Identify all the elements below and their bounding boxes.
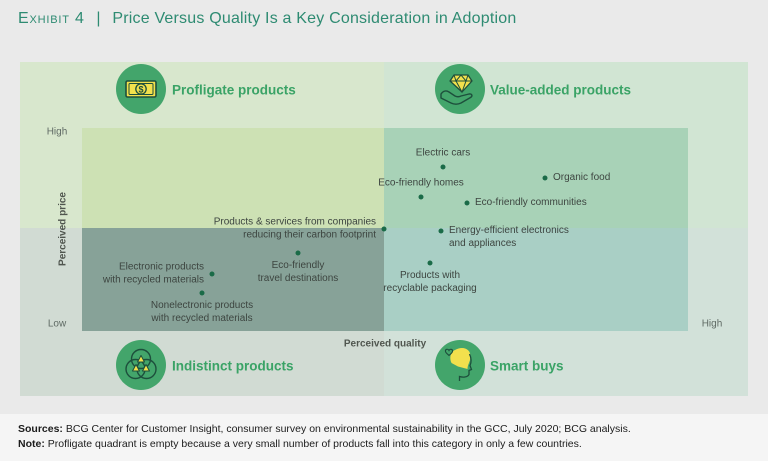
data-point-dot	[440, 164, 446, 170]
data-point-dot	[542, 175, 548, 181]
price-axis-high-label: High	[46, 126, 68, 138]
quadrant-label-indistinct: Indistinct products	[172, 358, 294, 374]
data-point-dot	[295, 250, 301, 256]
data-point-label: Nonelectronic products with recycled mate…	[150, 300, 254, 324]
head-profile-heart-icon	[435, 340, 485, 390]
footer-sources: Sources: BCG Center for Customer Insight…	[18, 423, 631, 435]
data-point-label: Organic food	[553, 171, 611, 183]
data-point-label: Eco-friendly communities	[475, 196, 587, 208]
quality-axis-high-label: High	[701, 318, 723, 330]
data-point-dot	[418, 194, 424, 200]
note-label: Note:	[18, 438, 45, 450]
data-point-label: Products with recyclable packaging	[383, 270, 477, 294]
venn-circles-icon	[116, 340, 166, 390]
footer-note: Note: Profligate quadrant is empty becau…	[18, 438, 582, 450]
quadrant-label-smart-buys: Smart buys	[490, 358, 564, 374]
data-point-label: Eco-friendly travel destinations	[257, 260, 339, 284]
sources-text: BCG Center for Customer Insight, consume…	[62, 423, 631, 435]
plot-quadrant-profligate	[82, 128, 384, 228]
quality-axis-title: Perceived quality	[343, 338, 427, 350]
plot-quadrant-value-added	[384, 128, 688, 228]
data-point-dot	[438, 228, 444, 234]
footer-band	[0, 414, 768, 461]
data-point-dot	[381, 226, 387, 232]
quadrant-label-value-added: Value-added products	[490, 82, 632, 98]
price-axis-low-label: Low	[47, 318, 67, 330]
note-text: Profligate quadrant is empty because a v…	[44, 438, 582, 450]
quadrant-label-profligate: Profligate products	[172, 82, 296, 98]
title-text: Price Versus Quality Is a Key Considerat…	[112, 10, 517, 27]
data-point-label: Electric cars	[415, 147, 471, 159]
sources-label: Sources:	[18, 423, 63, 435]
data-point-dot	[199, 290, 205, 296]
plot-quadrant-indistinct	[82, 228, 384, 331]
page-title: Exhibit 4 | Price Versus Quality Is a Ke…	[18, 10, 516, 28]
money-bill-icon: $	[116, 64, 166, 114]
data-point-label: Electronic products with recycled materia…	[102, 261, 204, 286]
data-point-dot	[427, 260, 433, 266]
exhibit-label: Exhibit 4	[18, 10, 85, 27]
svg-text:$: $	[138, 84, 143, 94]
title-separator: |	[96, 10, 101, 27]
plot-quadrant-smart-buys	[384, 228, 688, 331]
data-point-label: Energy-efficient electronics and applianc…	[449, 225, 569, 249]
data-point-dot	[209, 271, 215, 277]
data-point-label: Eco-friendly homes	[378, 177, 464, 189]
data-point-label: Products & services from companies reduci…	[213, 216, 376, 241]
data-point-dot	[464, 200, 470, 206]
hand-gem-icon	[435, 64, 485, 114]
